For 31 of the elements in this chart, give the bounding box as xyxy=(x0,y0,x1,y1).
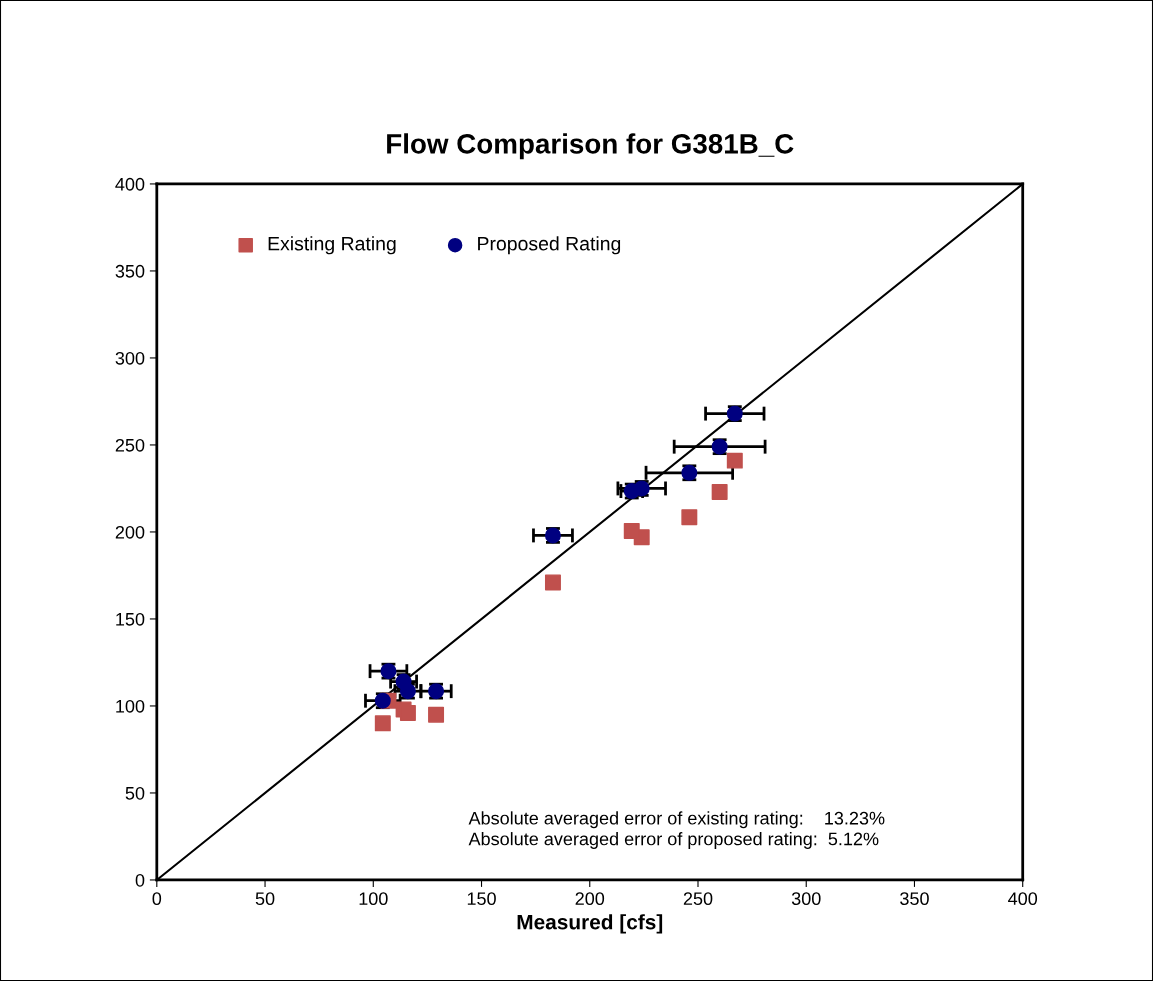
x-tick-label: 200 xyxy=(575,892,605,906)
legend-label: Proposed Rating xyxy=(478,236,621,255)
y-tick-label: 200 xyxy=(115,525,145,539)
x-tick-label: 0 xyxy=(152,892,162,906)
legend-label: Existing Rating xyxy=(268,236,396,255)
y-tick-label: 0 xyxy=(135,873,145,887)
x-tick-label: 250 xyxy=(683,892,713,906)
y-tick-label: 250 xyxy=(115,438,145,452)
point xyxy=(623,523,640,540)
x-axis-title: Measured [cfs] xyxy=(517,914,663,934)
x-tick-label: 300 xyxy=(791,892,821,906)
point xyxy=(399,704,416,721)
x-tick-label: 350 xyxy=(900,892,929,906)
point xyxy=(681,509,698,526)
x-tick-label: 100 xyxy=(359,892,388,906)
y-tick-label: 50 xyxy=(125,786,145,800)
annotation: Absolute averaged error of existing rating: 13.23% Absolute averaged error of proposed rating: 5.12% xyxy=(468,811,885,849)
x-tick-label: 150 xyxy=(467,892,496,906)
chart-title: Flow Comparison for G381B_C xyxy=(387,133,794,160)
x-tick-label: 400 xyxy=(1008,892,1038,906)
y-tick-label: 300 xyxy=(115,351,145,365)
point xyxy=(428,706,445,723)
point xyxy=(374,715,391,732)
point xyxy=(711,483,728,500)
x-tick-label: 50 xyxy=(255,892,275,906)
y-tick-label: 400 xyxy=(115,177,145,191)
y-tick-label: 100 xyxy=(116,699,145,713)
point xyxy=(726,452,743,469)
point xyxy=(544,574,561,591)
y-tick-label: 150 xyxy=(116,612,145,626)
y-tick-label: 350 xyxy=(115,264,145,278)
